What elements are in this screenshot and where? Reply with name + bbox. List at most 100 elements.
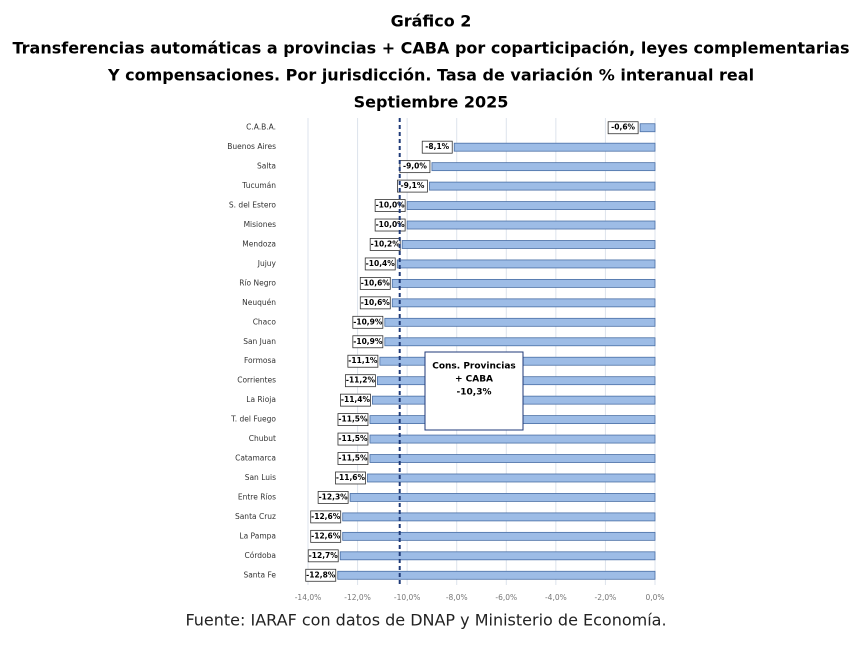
y-tick-label: Tucumán bbox=[241, 181, 276, 190]
value-label: -10,4% bbox=[366, 259, 396, 268]
y-tick-label: Chubut bbox=[249, 434, 276, 443]
value-label: -10,0% bbox=[376, 201, 406, 210]
value-label-box bbox=[344, 374, 376, 388]
chart-subtitle: Transferencias automáticas a provincias … bbox=[12, 39, 849, 58]
value-label-box bbox=[352, 335, 384, 349]
value-label-box bbox=[364, 257, 396, 271]
y-tick-label: Chaco bbox=[253, 317, 277, 326]
bar bbox=[406, 220, 656, 230]
x-tick-label: 0,0% bbox=[645, 593, 664, 602]
bar bbox=[391, 278, 656, 288]
bar bbox=[384, 337, 656, 347]
y-tick-label: San Juan bbox=[243, 337, 276, 346]
value-label-box bbox=[397, 179, 428, 193]
y-tick-label: Jujuy bbox=[257, 259, 277, 268]
bar bbox=[401, 240, 656, 249]
bar bbox=[349, 493, 656, 502]
bar bbox=[431, 162, 656, 172]
value-label: -12,8% bbox=[306, 570, 336, 579]
y-tick-label: Misiones bbox=[244, 220, 277, 229]
value-label: -10,9% bbox=[353, 337, 383, 346]
bar bbox=[339, 551, 656, 561]
annotation: Cons. Provincias bbox=[432, 362, 516, 372]
bar bbox=[391, 298, 656, 308]
value-label: -11,2% bbox=[346, 376, 376, 385]
y-tick-label: La Pampa bbox=[239, 531, 276, 540]
y-tick-label: Corrientes bbox=[237, 376, 276, 385]
chart-subtitle: Y compensaciones. Por jurisdicción. Tasa… bbox=[107, 66, 754, 85]
value-label-box bbox=[359, 296, 391, 310]
value-label-box bbox=[310, 510, 342, 524]
x-tick-label: -12,0% bbox=[344, 593, 371, 602]
value-label-box bbox=[374, 218, 406, 232]
bar bbox=[396, 259, 656, 269]
y-tick-label: S. del Estero bbox=[229, 201, 276, 210]
bar bbox=[337, 570, 656, 580]
value-label-box bbox=[310, 529, 342, 543]
bar bbox=[639, 123, 656, 133]
value-label-box bbox=[399, 160, 431, 174]
value-label-box bbox=[359, 276, 391, 290]
bar bbox=[453, 142, 656, 152]
y-tick-label: Neuquén bbox=[242, 298, 276, 307]
value-label-box bbox=[337, 413, 369, 427]
value-label: -12,3% bbox=[319, 492, 349, 501]
y-tick-label: T. del Fuego bbox=[230, 415, 276, 424]
value-label: -10,9% bbox=[353, 317, 383, 326]
y-tick-label: Río Negro bbox=[239, 278, 276, 287]
bar bbox=[342, 512, 656, 522]
y-tick-label: Buenos Aires bbox=[227, 142, 276, 151]
value-label-box bbox=[305, 568, 337, 582]
value-label: -9,1% bbox=[400, 181, 424, 190]
value-label: -11,4% bbox=[341, 395, 371, 404]
bar bbox=[367, 473, 656, 483]
y-tick-label: Formosa bbox=[244, 356, 276, 365]
bar bbox=[406, 201, 656, 210]
source: Fuente: IARAF con datos de DNAP y Minist… bbox=[185, 611, 666, 630]
bar bbox=[384, 317, 656, 327]
y-tick-label: Salta bbox=[257, 162, 276, 171]
value-label: -11,5% bbox=[338, 415, 368, 424]
value-label-box bbox=[421, 140, 453, 154]
y-tick-label: Mendoza bbox=[242, 239, 276, 248]
chart-title: Gráfico 2 bbox=[391, 12, 472, 31]
value-label: -11,5% bbox=[338, 454, 368, 463]
value-label-box bbox=[337, 432, 369, 446]
bar bbox=[369, 434, 656, 444]
x-tick-label: -10,0% bbox=[394, 593, 421, 602]
y-tick-label: Córdoba bbox=[245, 551, 276, 560]
x-tick-label: -8,0% bbox=[446, 593, 468, 602]
value-label: -12,6% bbox=[311, 512, 341, 521]
x-tick-label: -6,0% bbox=[495, 593, 517, 602]
value-label: -10,6% bbox=[361, 298, 391, 307]
value-label-box bbox=[337, 452, 369, 465]
bar bbox=[342, 531, 656, 541]
x-tick-label: -2,0% bbox=[595, 593, 617, 602]
value-label: -10,0% bbox=[376, 220, 406, 229]
value-label: -8,1% bbox=[425, 142, 449, 151]
value-label-box bbox=[374, 199, 406, 212]
x-tick-label: -14,0% bbox=[295, 593, 322, 602]
y-tick-label: Entre Ríos bbox=[238, 492, 276, 501]
value-label: -11,5% bbox=[338, 434, 368, 443]
y-tick-label: Santa Fe bbox=[243, 570, 276, 579]
value-label: -11,1% bbox=[348, 356, 378, 365]
value-label-box bbox=[307, 549, 339, 563]
value-label-box bbox=[352, 315, 384, 329]
chart-period: Septiembre 2025 bbox=[354, 93, 509, 112]
bar bbox=[429, 181, 656, 191]
y-tick-label: San Luis bbox=[245, 473, 276, 482]
y-tick-label: Catamarca bbox=[235, 454, 276, 463]
y-tick-label: La Rioja bbox=[246, 395, 276, 404]
annotation: -10,3% bbox=[457, 388, 492, 398]
x-tick-label: -4,0% bbox=[545, 593, 567, 602]
value-label-box bbox=[335, 471, 366, 485]
value-label: -12,6% bbox=[311, 531, 341, 540]
y-tick-label: Santa Cruz bbox=[235, 512, 276, 521]
value-label: -10,6% bbox=[361, 278, 391, 287]
value-label-box bbox=[317, 491, 349, 504]
value-label: -9,0% bbox=[403, 162, 427, 171]
value-label: -10,2% bbox=[371, 239, 401, 248]
value-label: -0,6% bbox=[611, 123, 635, 132]
